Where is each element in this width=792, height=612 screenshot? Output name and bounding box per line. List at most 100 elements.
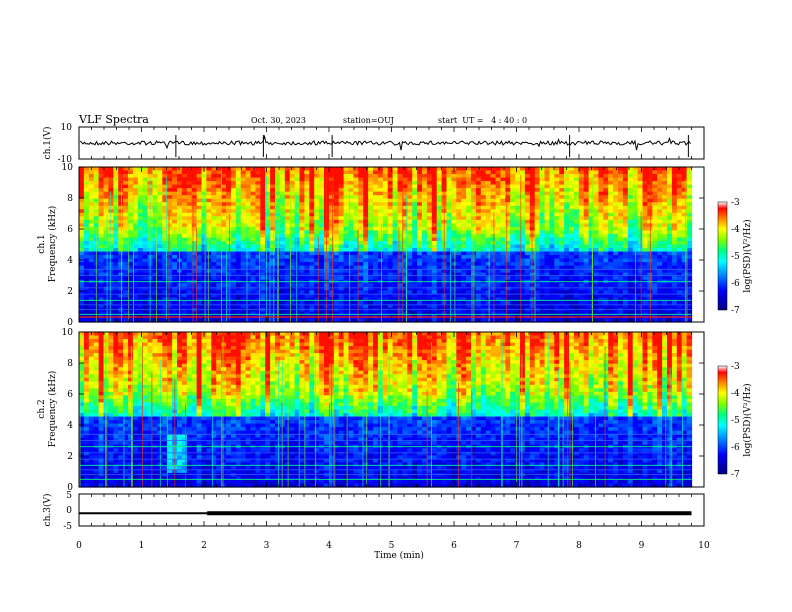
- spectrogram-cell: [667, 174, 673, 179]
- spectrogram-cell: [475, 170, 482, 175]
- spectrogram-cell: [475, 191, 482, 196]
- spectrogram-cell: [123, 244, 129, 249]
- spectrogram-cell: [534, 219, 541, 224]
- spectrogram-cell: [294, 269, 301, 274]
- spectrogram-cell: [279, 265, 286, 270]
- spectrogram-cell: [98, 300, 105, 305]
- spectrogram-cell: [637, 297, 644, 302]
- spectrogram-cell: [118, 233, 124, 239]
- spectrogram-cell: [583, 198, 590, 203]
- spectrogram-cell: [113, 202, 119, 207]
- spectrogram-cell: [230, 297, 237, 302]
- spectrogram-cell: [83, 216, 90, 221]
- spectrogram-cell: [632, 181, 639, 186]
- spectrogram-cell: [373, 202, 379, 207]
- spectrogram-cell: [181, 205, 188, 210]
- spectrogram-cell: [608, 230, 614, 235]
- spectrogram-cell: [387, 248, 394, 253]
- spectrogram-cell: [500, 230, 506, 235]
- spectrogram-cell: [524, 276, 531, 281]
- spectrogram-cell: [382, 248, 389, 253]
- spectrogram-cell: [622, 276, 629, 281]
- spectrogram-cell: [613, 276, 619, 281]
- spectrogram-cell: [304, 269, 310, 274]
- spectrogram-cell: [510, 251, 516, 256]
- spectrogram-cell: [627, 255, 634, 260]
- spectrogram-cell: [128, 251, 134, 256]
- spectrogram-cell: [667, 188, 673, 193]
- spectrogram-cell: [270, 188, 276, 193]
- spectrogram-cell: [167, 251, 173, 256]
- spectrogram-cell: [534, 195, 541, 200]
- spectrogram-cell: [622, 258, 629, 263]
- spectrogram-cell: [314, 233, 320, 239]
- spectrogram-cell: [382, 170, 389, 175]
- spectrogram-cell: [191, 219, 198, 224]
- spectrogram-cell: [226, 255, 232, 260]
- spectrogram-cell: [510, 269, 516, 274]
- spectrogram-cell: [113, 269, 119, 274]
- spectrogram-cell: [505, 286, 511, 291]
- spectrogram-cell: [382, 283, 389, 288]
- spectrogram-cell: [142, 297, 149, 302]
- spectrogram-cell: [314, 300, 320, 305]
- spectrogram-cell: [382, 237, 389, 242]
- spectrogram-cell: [103, 240, 109, 246]
- spectrogram-cell: [554, 205, 560, 210]
- spectrogram-cell: [196, 276, 203, 281]
- spectrogram-cell: [485, 209, 492, 214]
- spectrogram-cell: [544, 181, 550, 186]
- spectrogram-cell: [294, 255, 301, 260]
- spectrogram-cell: [279, 283, 286, 288]
- spectrogram-cell: [622, 240, 629, 246]
- spectrogram-cell: [348, 170, 354, 175]
- spectrogram-cell: [83, 258, 90, 263]
- spectrogram-cell: [279, 286, 286, 291]
- spectrogram-cell: [353, 297, 359, 302]
- spectrogram-cell: [103, 265, 109, 270]
- spectrogram-cell: [564, 202, 570, 207]
- spectrogram-cell: [436, 174, 443, 179]
- spectrogram-cell: [137, 170, 144, 175]
- spectrogram-cell: [422, 167, 428, 172]
- spectrogram-cell: [206, 255, 212, 260]
- spectrogram-cell: [515, 244, 521, 249]
- spectrogram-cell: [363, 269, 369, 274]
- spectrogram-cell: [314, 195, 320, 200]
- spectrogram-cell: [221, 300, 227, 305]
- spectrogram-cell: [500, 255, 506, 260]
- spectrogram-cell: [471, 174, 477, 179]
- spectrogram-cell: [309, 219, 315, 224]
- spectrogram-cell: [289, 219, 296, 224]
- spectrogram-cell: [348, 248, 354, 253]
- spectrogram-cell: [652, 177, 658, 182]
- spectrogram-cell: [132, 297, 139, 302]
- spectrogram-cell: [186, 174, 193, 179]
- spectrogram-cell: [451, 184, 457, 189]
- spectrogram-cell: [157, 255, 163, 260]
- spectrogram-cell: [456, 205, 462, 210]
- spectrogram-cell: [186, 219, 193, 224]
- spectrogram-cell: [299, 219, 305, 224]
- spectrogram-cell: [299, 205, 305, 210]
- spectrogram-cell: [564, 272, 570, 277]
- spectrogram-cell: [529, 244, 536, 249]
- spectrogram-cell: [554, 212, 560, 217]
- spectrogram-cell: [436, 226, 443, 232]
- spectrogram-cell: [436, 272, 443, 277]
- spectrogram-cell: [270, 237, 276, 242]
- spectrogram-cell: [446, 251, 452, 256]
- spectrogram-cell: [510, 188, 516, 193]
- spectrogram-cell: [377, 216, 384, 221]
- spectrogram-cell: [98, 223, 105, 228]
- spectrogram-cell: [667, 202, 673, 207]
- spectrogram-cell: [240, 167, 247, 172]
- spectrogram-cell: [618, 300, 624, 305]
- spectrogram-cell: [485, 191, 492, 196]
- spectrogram-cell: [515, 300, 521, 305]
- spectrogram-cell: [319, 297, 325, 302]
- spectrogram-cell: [662, 251, 668, 256]
- spectrogram-cell: [515, 223, 521, 228]
- spectrogram-cell: [637, 191, 644, 196]
